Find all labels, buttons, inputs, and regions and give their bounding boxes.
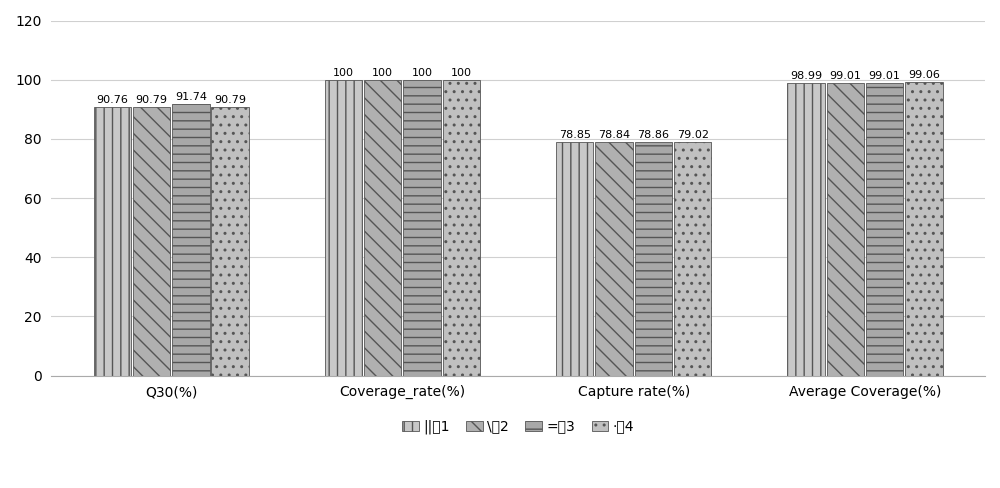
Text: 100: 100 (372, 68, 393, 78)
Bar (443, 80, 480, 375)
Bar (556, 142, 593, 375)
Text: 99.01: 99.01 (869, 71, 901, 81)
Text: 90.79: 90.79 (136, 95, 168, 105)
Bar (905, 82, 943, 375)
Text: 90.76: 90.76 (96, 95, 128, 105)
Bar (403, 80, 441, 375)
Legend: ||例1, \例2, =例3, ·例4: ||例1, \例2, =例3, ·例4 (397, 414, 640, 440)
Bar (674, 142, 711, 375)
Text: 100: 100 (412, 68, 433, 78)
Text: 99.01: 99.01 (829, 71, 861, 81)
Bar (325, 80, 362, 375)
Bar (364, 80, 401, 375)
Text: 79.02: 79.02 (677, 130, 709, 140)
Text: 99.06: 99.06 (908, 70, 940, 81)
Bar (827, 82, 864, 375)
Text: 100: 100 (333, 68, 354, 78)
Bar (172, 104, 210, 375)
Bar (595, 142, 633, 375)
Bar (866, 82, 903, 375)
Text: 100: 100 (451, 68, 472, 78)
Text: 90.79: 90.79 (214, 95, 246, 105)
Text: 78.84: 78.84 (598, 130, 630, 140)
Text: 98.99: 98.99 (790, 71, 822, 81)
Bar (133, 107, 170, 375)
Text: 78.86: 78.86 (637, 130, 669, 140)
Text: 91.74: 91.74 (175, 92, 207, 102)
Bar (787, 82, 825, 375)
Text: 78.85: 78.85 (559, 130, 591, 140)
Bar (635, 142, 672, 375)
Bar (211, 107, 249, 375)
Bar (94, 107, 131, 375)
